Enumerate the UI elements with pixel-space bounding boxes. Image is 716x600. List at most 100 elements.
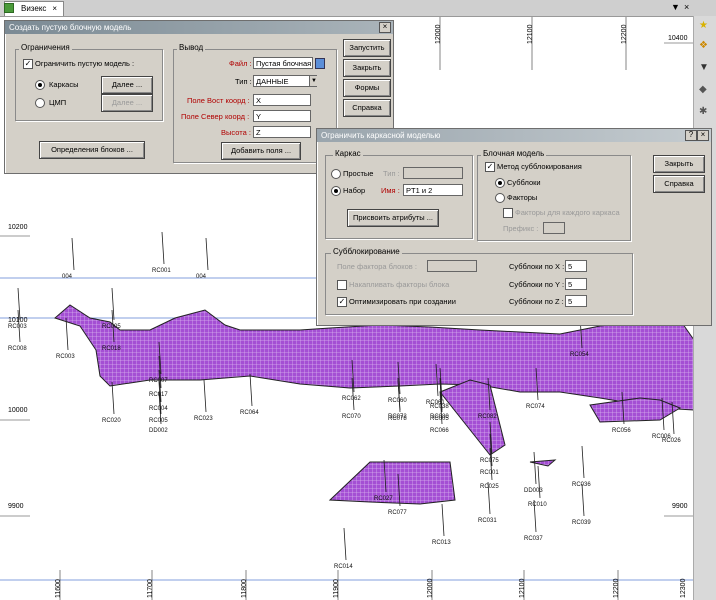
drillhole-trace[interactable]	[487, 377, 491, 411]
add-fields-button[interactable]: Добавить поля ...	[221, 142, 301, 160]
wireframes-label: Каркасы	[49, 80, 79, 89]
drillhole-trace[interactable]	[161, 231, 165, 265]
drillhole-trace[interactable]	[158, 369, 162, 403]
drillhole-trace[interactable]	[435, 363, 439, 397]
set-radio[interactable]	[331, 186, 341, 196]
shape-icon[interactable]: ◆	[699, 84, 707, 95]
drillhole-trace[interactable]	[397, 361, 401, 395]
drillhole-label: RC025	[480, 484, 499, 490]
name-input[interactable]: PT1 и 2	[403, 184, 463, 196]
file-input[interactable]: Пустая блочная	[253, 57, 313, 69]
type-label: Тип :	[235, 77, 252, 86]
accumulate-checkbox[interactable]	[337, 280, 347, 290]
drillhole-trace[interactable]	[439, 391, 443, 425]
dialog-titlebar[interactable]: Создать пустую блочную модель	[5, 21, 393, 34]
drillhole-trace[interactable]	[489, 433, 493, 467]
prefix-input[interactable]	[543, 222, 565, 234]
drillhole-trace[interactable]	[581, 445, 585, 479]
drillhole-trace[interactable]	[343, 527, 347, 561]
drillhole-trace[interactable]	[351, 359, 355, 393]
drillhole-trace[interactable]	[671, 401, 675, 435]
drillhole-trace[interactable]	[535, 367, 539, 401]
chevron-down-icon[interactable]: ▼	[309, 76, 318, 86]
drillhole-label: RC072	[388, 414, 407, 420]
dialog-close-icon[interactable]: ×	[379, 22, 391, 33]
drillhole-trace[interactable]	[439, 367, 443, 401]
dtm-next-button[interactable]: Далее ...	[101, 94, 153, 112]
drillhole-trace[interactable]	[581, 483, 585, 517]
drillhole-trace[interactable]	[111, 381, 115, 415]
wireframes-radio[interactable]	[35, 80, 45, 90]
subblocks-radio[interactable]	[495, 178, 505, 188]
drillhole-trace[interactable]	[65, 317, 69, 351]
simple-radio[interactable]	[331, 169, 341, 179]
assign-attributes-button[interactable]: Присвоить атрибуты ...	[347, 209, 439, 227]
factors-each-checkbox[interactable]	[503, 208, 513, 218]
drillhole-trace[interactable]	[158, 381, 162, 415]
type-input[interactable]	[403, 167, 463, 179]
drillhole-trace[interactable]	[661, 397, 665, 431]
subblocking-group	[325, 253, 633, 315]
settings-icon[interactable]: ✱	[699, 106, 708, 117]
run-button[interactable]: Запустить	[343, 39, 391, 57]
subblocks-z-input[interactable]: 5	[565, 295, 587, 307]
block-definitions-button[interactable]: Определения блоков ...	[39, 141, 145, 159]
y-axis-label-10000: 10000	[8, 407, 28, 414]
close-button[interactable]: Закрыть	[653, 155, 705, 173]
drillhole-trace[interactable]	[158, 391, 162, 425]
limit-model-checkbox[interactable]: ✓	[23, 59, 33, 69]
drillhole-trace[interactable]	[158, 355, 162, 389]
drillhole-trace[interactable]	[71, 237, 75, 271]
dialog-titlebar[interactable]: Ограничить каркасной моделью	[317, 129, 711, 142]
arrow-down-icon[interactable]: ▼	[699, 62, 709, 73]
drillhole-trace[interactable]	[533, 451, 537, 485]
factors-radio[interactable]	[495, 193, 505, 203]
factor-field-input[interactable]	[427, 260, 477, 272]
help-button[interactable]: Справка	[653, 175, 705, 193]
drillhole-trace[interactable]	[249, 373, 253, 407]
drillhole-trace[interactable]	[533, 499, 537, 533]
drillhole-trace[interactable]	[489, 447, 493, 481]
drillhole-trace[interactable]	[203, 379, 207, 413]
height-field-input[interactable]: Z	[253, 126, 311, 138]
file-browse-icon[interactable]	[315, 58, 325, 69]
drillhole-trace[interactable]	[351, 377, 355, 411]
subblock-method-checkbox[interactable]: ✓	[485, 162, 495, 172]
drillhole-trace[interactable]	[441, 503, 445, 537]
help-icon[interactable]: ?	[685, 130, 697, 141]
east-field-input[interactable]: X	[253, 94, 311, 106]
dtm-radio[interactable]	[35, 98, 45, 108]
drillhole-trace[interactable]	[489, 421, 493, 455]
drillhole-trace[interactable]	[439, 379, 443, 413]
window-close-icon[interactable]: ×	[684, 2, 690, 12]
drillhole-label: DD003	[524, 488, 543, 494]
help-button[interactable]: Справка	[343, 99, 391, 117]
north-field-input[interactable]: Y	[253, 110, 311, 122]
drillhole-trace[interactable]	[17, 309, 21, 343]
close-button[interactable]: Закрыть	[343, 59, 391, 77]
drillhole-trace[interactable]	[111, 287, 115, 321]
forms-button[interactable]: Формы	[343, 79, 391, 97]
bookmark-icon[interactable]: ❖	[699, 40, 708, 51]
drillhole-label: RC078	[388, 416, 407, 422]
drillhole-trace[interactable]	[397, 377, 401, 411]
drillhole-trace[interactable]	[397, 473, 401, 507]
subblocks-x-input[interactable]: 5	[565, 260, 587, 272]
tab-close-icon[interactable]: ×	[52, 4, 58, 13]
star-icon[interactable]: ★	[699, 20, 708, 31]
drillhole-trace[interactable]	[17, 287, 21, 321]
drillhole-trace[interactable]	[111, 309, 115, 343]
drillhole-trace[interactable]	[158, 341, 162, 375]
drillhole-trace[interactable]	[621, 391, 625, 425]
type-select[interactable]: ДАННЫЕ	[253, 75, 317, 87]
drillhole-trace[interactable]	[487, 481, 491, 515]
limit-model-label: Ограничить пустую модель :	[35, 59, 135, 68]
drillhole-trace[interactable]	[537, 465, 541, 499]
dialog-close-icon[interactable]: ×	[697, 130, 709, 141]
drillhole-trace[interactable]	[205, 237, 209, 271]
drillhole-trace[interactable]	[383, 459, 387, 493]
optimize-checkbox[interactable]: ✓	[337, 297, 347, 307]
subblocks-y-input[interactable]: 5	[565, 278, 587, 290]
wireframes-next-button[interactable]: Далее ...	[101, 76, 153, 94]
scroll-down-icon[interactable]: ▼	[671, 2, 680, 12]
